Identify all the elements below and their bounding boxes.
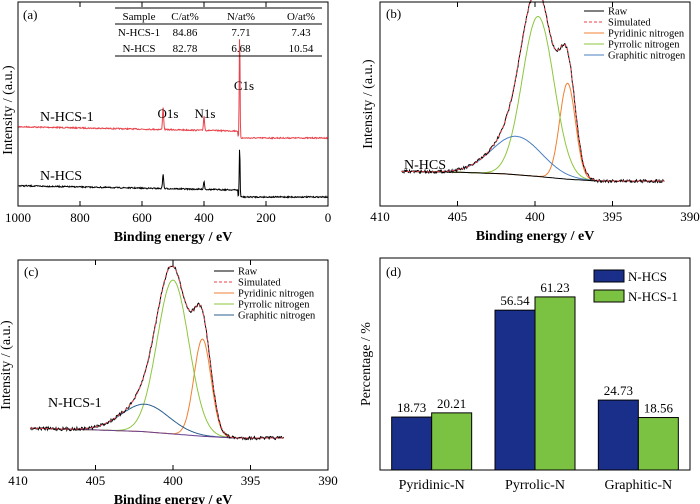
- bar-N-HCS-Pyrrolic-N: [494, 309, 536, 471]
- x-tick-label: 390: [680, 209, 700, 224]
- series-label: N-HCS: [40, 169, 82, 184]
- bar-N-HCS-1-Pyrrolic-N: [534, 296, 576, 471]
- legend-entry: N-HCS-1: [628, 289, 678, 304]
- bar-N-HCS-Pyridinic-N: [391, 416, 433, 471]
- raw-line: [401, 0, 665, 184]
- legend-entry: Graphitic nitrogen: [238, 311, 316, 322]
- table-cell: N-HCS-1: [118, 27, 160, 39]
- bar-value-label: 61.23: [540, 280, 569, 295]
- x-axis-label: Binding energy / eV: [114, 493, 233, 504]
- category-label: Pyrrolic-N: [505, 478, 565, 493]
- peak-label-n1s: N1s: [195, 106, 216, 121]
- panel-a-ylabel: Intensity / (a.u.): [1, 65, 16, 155]
- panel-d-label: (d): [386, 264, 401, 279]
- x-tick-label: 1000: [5, 210, 31, 225]
- legend-entry: Simulated: [608, 18, 651, 29]
- table-cell: 6.68: [231, 43, 251, 55]
- x-tick-label: 400: [194, 210, 214, 225]
- panel-a-xlabel: Binding energy / eV: [114, 230, 233, 245]
- bar-value-label: 24.73: [604, 383, 633, 398]
- simulated-line: [30, 265, 284, 439]
- peak-label-o1s: O1s: [158, 106, 179, 121]
- x-tick-label: 600: [132, 210, 152, 225]
- legend-entry: Pyridinic nitrogen: [238, 289, 315, 300]
- peak-label-c1s: C1s: [234, 78, 254, 93]
- table-header: N/at%: [227, 11, 255, 23]
- legend-entry: Pyridinic nitrogen: [608, 29, 685, 40]
- table-cell: 7.71: [231, 27, 250, 39]
- x-tick-label: 800: [70, 210, 90, 225]
- y-axis-label: Percentage / %: [359, 322, 374, 406]
- sample-label: N-HCS-1: [48, 396, 102, 411]
- legend-entry: Pyrrolic nitrogen: [608, 40, 680, 51]
- x-tick-label: 405: [86, 473, 106, 488]
- x-tick-label: 410: [370, 209, 390, 224]
- x-tick-label: 400: [525, 209, 545, 224]
- series-label: N-HCS-1: [40, 110, 94, 125]
- x-tick-label: 200: [256, 210, 276, 225]
- bar-value-label: 20.21: [437, 396, 466, 411]
- table-header: Sample: [123, 11, 156, 23]
- table-header: C/at%: [171, 11, 199, 23]
- legend-entry: Pyrrolic nitrogen: [238, 300, 310, 311]
- x-tick-label: 0: [325, 210, 332, 225]
- table-header: O/at%: [287, 11, 315, 23]
- table-cell: 82.78: [173, 43, 198, 55]
- x-tick-label: 395: [603, 209, 623, 224]
- bar-value-label: 18.56: [644, 401, 674, 416]
- bar-N-HCS-1-Pyridinic-N: [431, 412, 473, 471]
- sample-label: N-HCS: [404, 158, 446, 173]
- bar-value-label: 56.54: [500, 293, 530, 308]
- table-cell: N-HCS: [122, 43, 155, 55]
- table-cell: 84.86: [173, 27, 198, 39]
- legend-entry: Simulated: [238, 278, 281, 289]
- legend-swatch: [593, 289, 625, 303]
- y-axis-label: Intensity / (a.u.): [0, 320, 14, 410]
- panel-label: (c): [24, 264, 38, 279]
- table-cell: 10.54: [289, 43, 314, 55]
- panel-a-label: (a): [23, 7, 37, 22]
- x-tick-label: 400: [163, 473, 183, 488]
- legend-entry: Raw: [238, 267, 258, 278]
- table-cell: 7.43: [291, 27, 311, 39]
- x-tick-label: 395: [241, 473, 261, 488]
- legend-swatch: [593, 269, 625, 283]
- component-pyridinic: [30, 338, 284, 439]
- x-tick-label: 405: [448, 209, 468, 224]
- panel-label: (b): [386, 6, 401, 21]
- y-axis-label: Intensity / (a.u.): [361, 59, 376, 149]
- bar-N-HCS-1-Graphitic-N: [637, 417, 679, 471]
- panel-a-frame: [17, 1, 329, 207]
- bar-N-HCS-Graphitic-N: [597, 399, 639, 471]
- baseline-line: [30, 427, 284, 439]
- legend-entry: Graphitic nitrogen: [608, 51, 686, 62]
- series-line-N-HCS: [18, 149, 329, 199]
- category-label: Pyridinic-N: [399, 478, 465, 493]
- series-line-N-HCS-1: [18, 39, 329, 140]
- legend-entry: N-HCS: [628, 269, 667, 284]
- x-tick-label: 410: [8, 473, 28, 488]
- category-label: Graphitic-N: [605, 478, 673, 493]
- legend-entry: Raw: [608, 7, 628, 18]
- x-tick-label: 390: [318, 473, 338, 488]
- x-axis-label: Binding energy / eV: [476, 229, 595, 244]
- bar-value-label: 18.73: [397, 400, 426, 415]
